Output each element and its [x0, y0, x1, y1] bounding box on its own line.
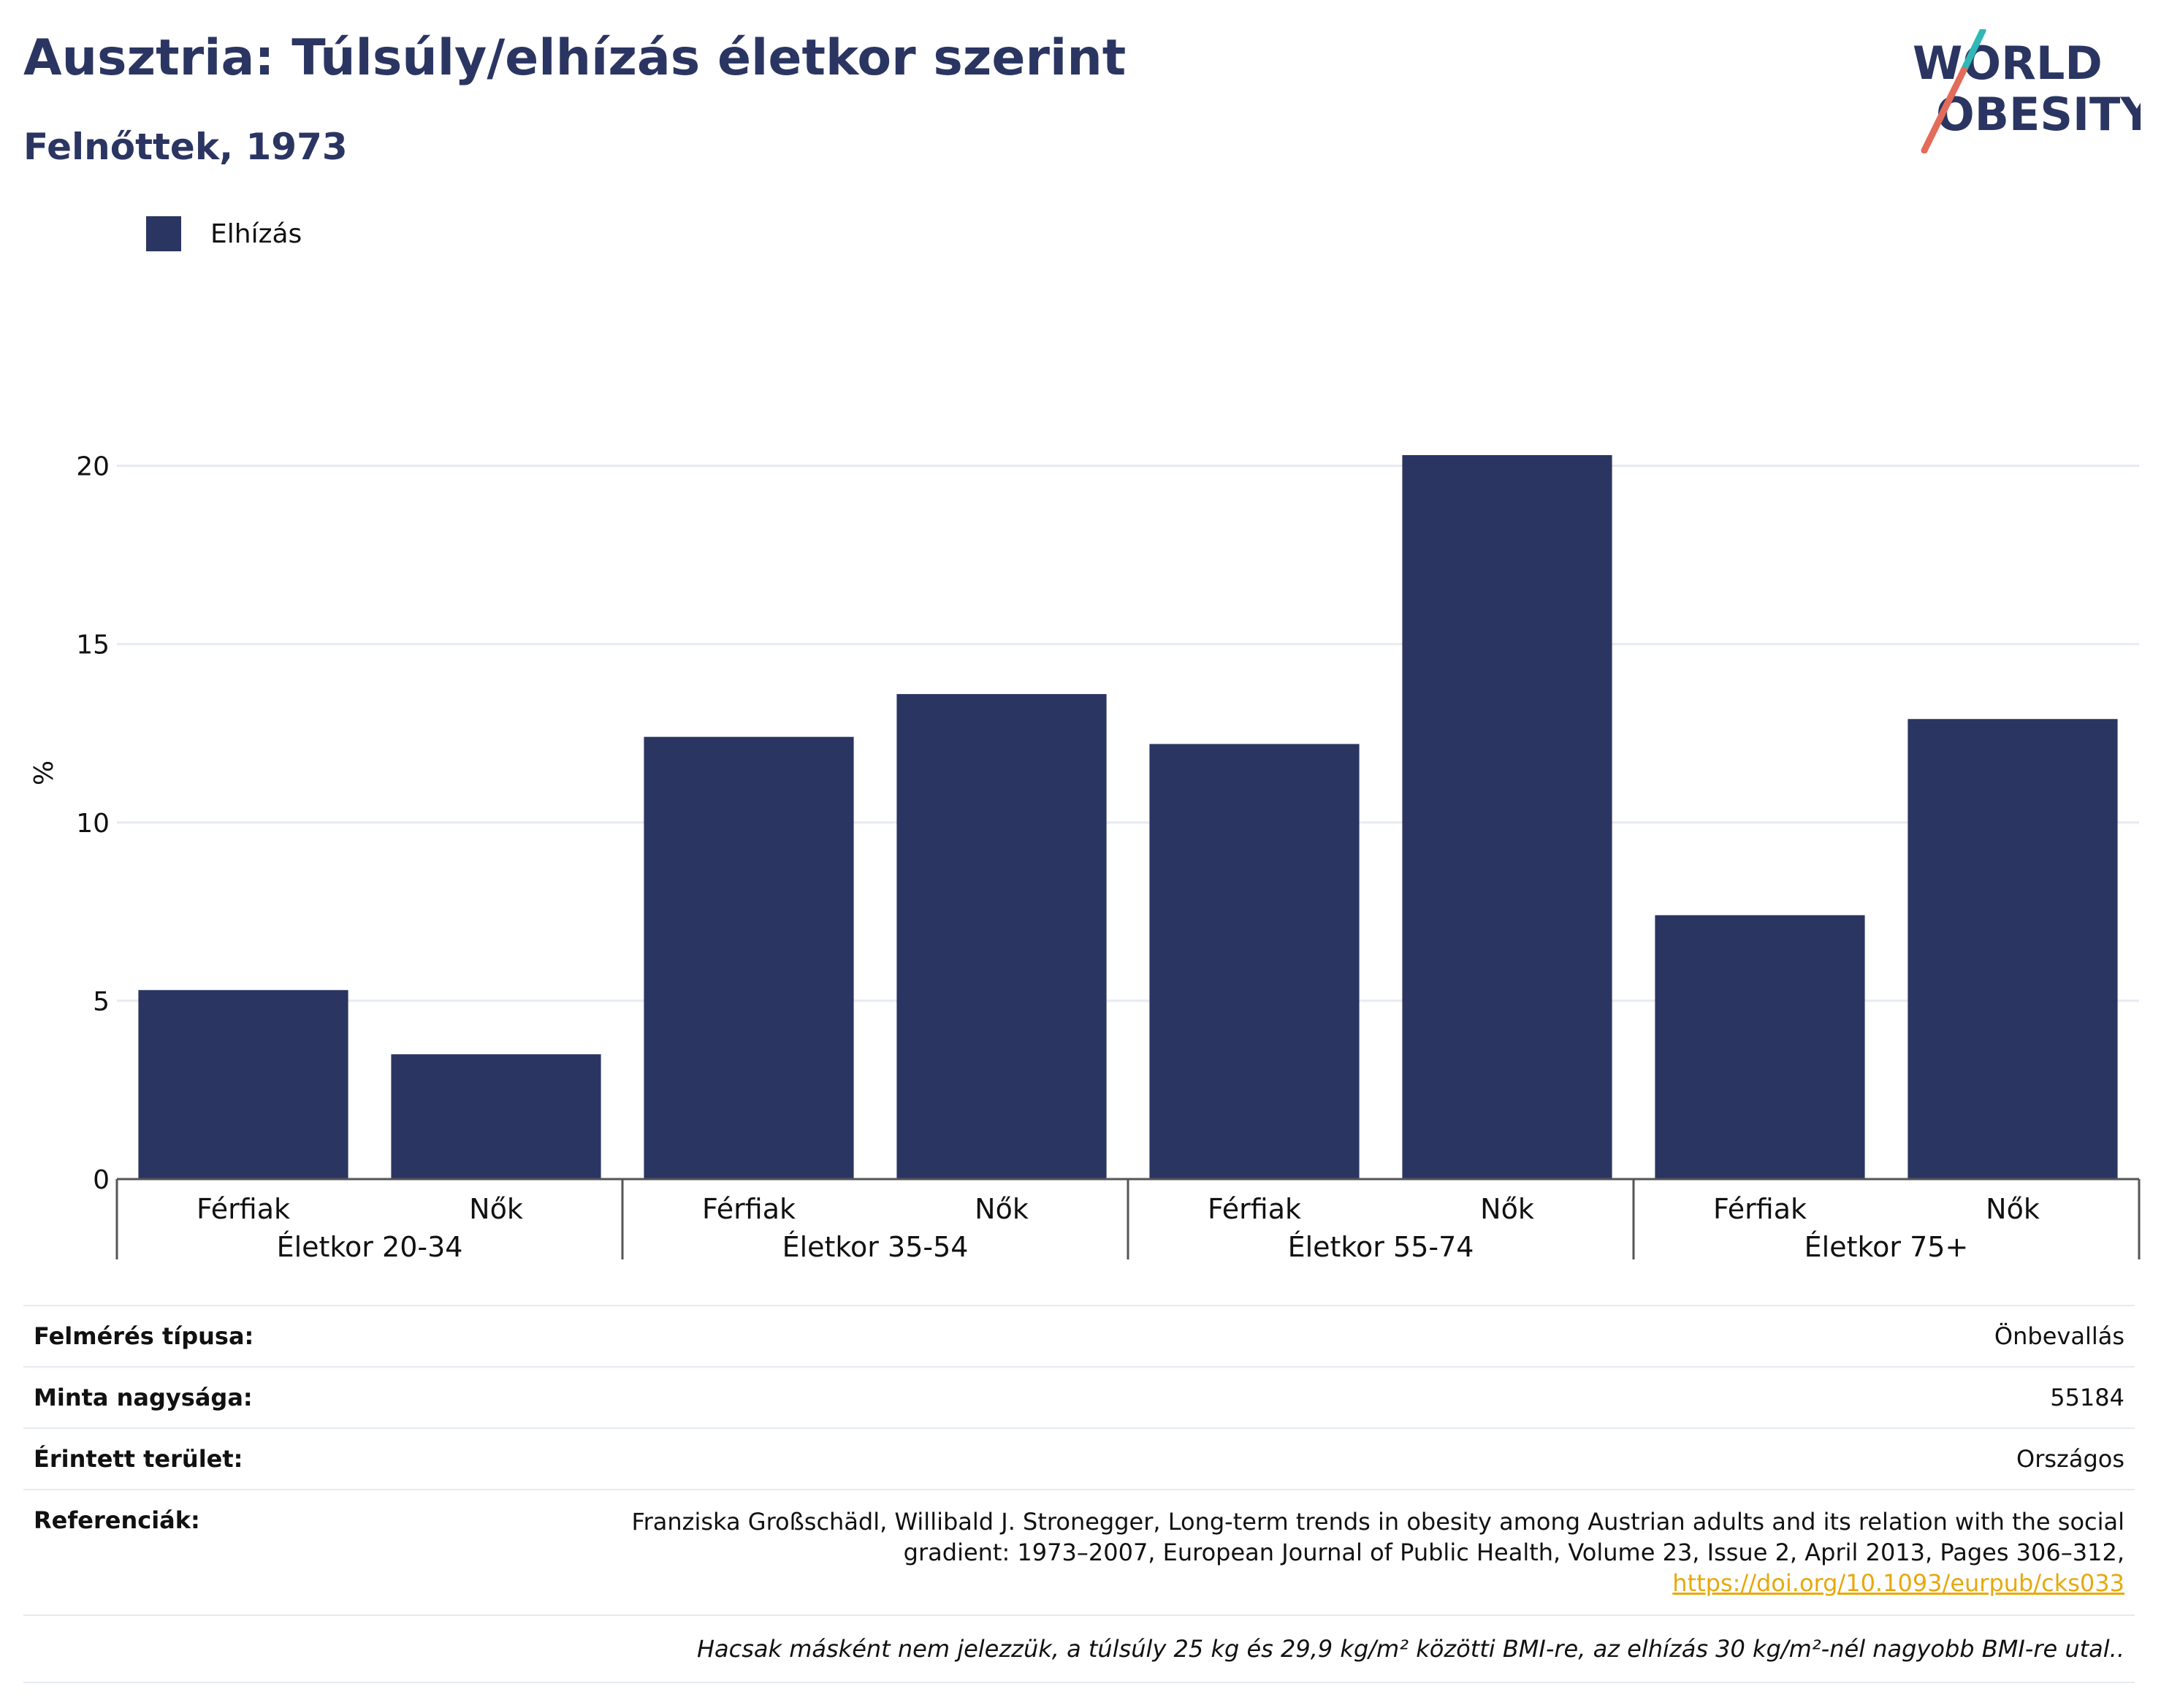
group-label: Életkor 75+ [1804, 1231, 1969, 1263]
references-value: Franziska Großschädl, Willibald J. Stron… [554, 1506, 2124, 1598]
legend[interactable]: Elhízás [146, 216, 302, 251]
definition-note: Hacsak másként nem jelezzük, a túlsúly 2… [23, 1614, 2135, 1683]
y-tick-label: 15 [76, 630, 110, 660]
bar-chart: % 0 5 10 15 20 Férfiak Nők Férfiak Nők Férfiak Nő… [29, 452, 2141, 1263]
sample-size-value: 55184 [2050, 1384, 2124, 1411]
references-text: Franziska Großschädl, Willibald J. Stron… [631, 1508, 2124, 1566]
group-label: Életkor 20-34 [277, 1231, 463, 1263]
y-tick-label: 10 [76, 809, 110, 839]
x-tick-label: Férfiak [1208, 1193, 1301, 1225]
info-row-survey-type: Felmérés típusa: Önbevallás [23, 1305, 2135, 1366]
info-table: Felmérés típusa: Önbevallás Minta nagysá… [23, 1305, 2135, 1683]
area-value: Országos [2016, 1445, 2124, 1473]
x-tick-label: Nők [975, 1193, 1029, 1225]
references-link[interactable]: https://doi.org/10.1093/eurpub/cks033 [1672, 1569, 2124, 1597]
x-tick-label: Férfiak [1713, 1193, 1807, 1225]
survey-type-label: Felmérés típusa: [34, 1322, 254, 1350]
x-tick-label: Nők [1986, 1193, 2040, 1225]
y-tick-label: 20 [76, 452, 110, 482]
bar [1402, 454, 1612, 1179]
bar [1149, 744, 1360, 1179]
info-row-area: Érintett terület: Országos [23, 1427, 2135, 1489]
legend-swatch [146, 216, 181, 251]
info-row-references: Referenciák: Franziska Großschädl, Willi… [23, 1489, 2135, 1614]
x-tick-label: Férfiak [702, 1193, 796, 1225]
bar [138, 990, 348, 1179]
survey-type-value: Önbevallás [1994, 1322, 2124, 1350]
bar [1907, 719, 2118, 1179]
group-label: Életkor 55-74 [1288, 1231, 1474, 1263]
legend-label: Elhízás [210, 218, 302, 249]
bar [896, 694, 1107, 1179]
chart-title: Ausztria: Túlsúly/elhízás életkor szerin… [23, 29, 1127, 87]
bar [1655, 915, 1865, 1179]
x-tick-label: Férfiak [197, 1193, 290, 1225]
world-obesity-logo: WORLD OBESITY [1913, 29, 2141, 153]
chart-subtitle: Felnőttek, 1973 [23, 126, 348, 168]
y-axis-label: % [29, 760, 59, 785]
bar [391, 1054, 601, 1179]
bars [138, 454, 2118, 1179]
y-tick-labels: 0 5 10 15 20 [76, 452, 110, 1195]
area-label: Érintett terület: [34, 1445, 243, 1473]
references-label: Referenciák: [34, 1506, 200, 1534]
logo-line2: OBESITY [1936, 88, 2141, 141]
y-tick-label: 0 [93, 1165, 110, 1195]
x-axis: Férfiak Nők Férfiak Nők Férfiak Nők Férfiak Nők… [115, 1178, 2141, 1263]
logo-line1: WORLD [1913, 37, 2103, 90]
grid-lines [117, 465, 2139, 1002]
x-tick-label: Nők [1480, 1193, 1534, 1225]
bar [644, 736, 854, 1179]
x-tick-label: Nők [469, 1193, 523, 1225]
sample-size-label: Minta nagysága: [34, 1384, 253, 1411]
info-row-sample-size: Minta nagysága: 55184 [23, 1366, 2135, 1427]
group-label: Életkor 35-54 [782, 1231, 969, 1263]
y-tick-label: 5 [93, 987, 110, 1017]
